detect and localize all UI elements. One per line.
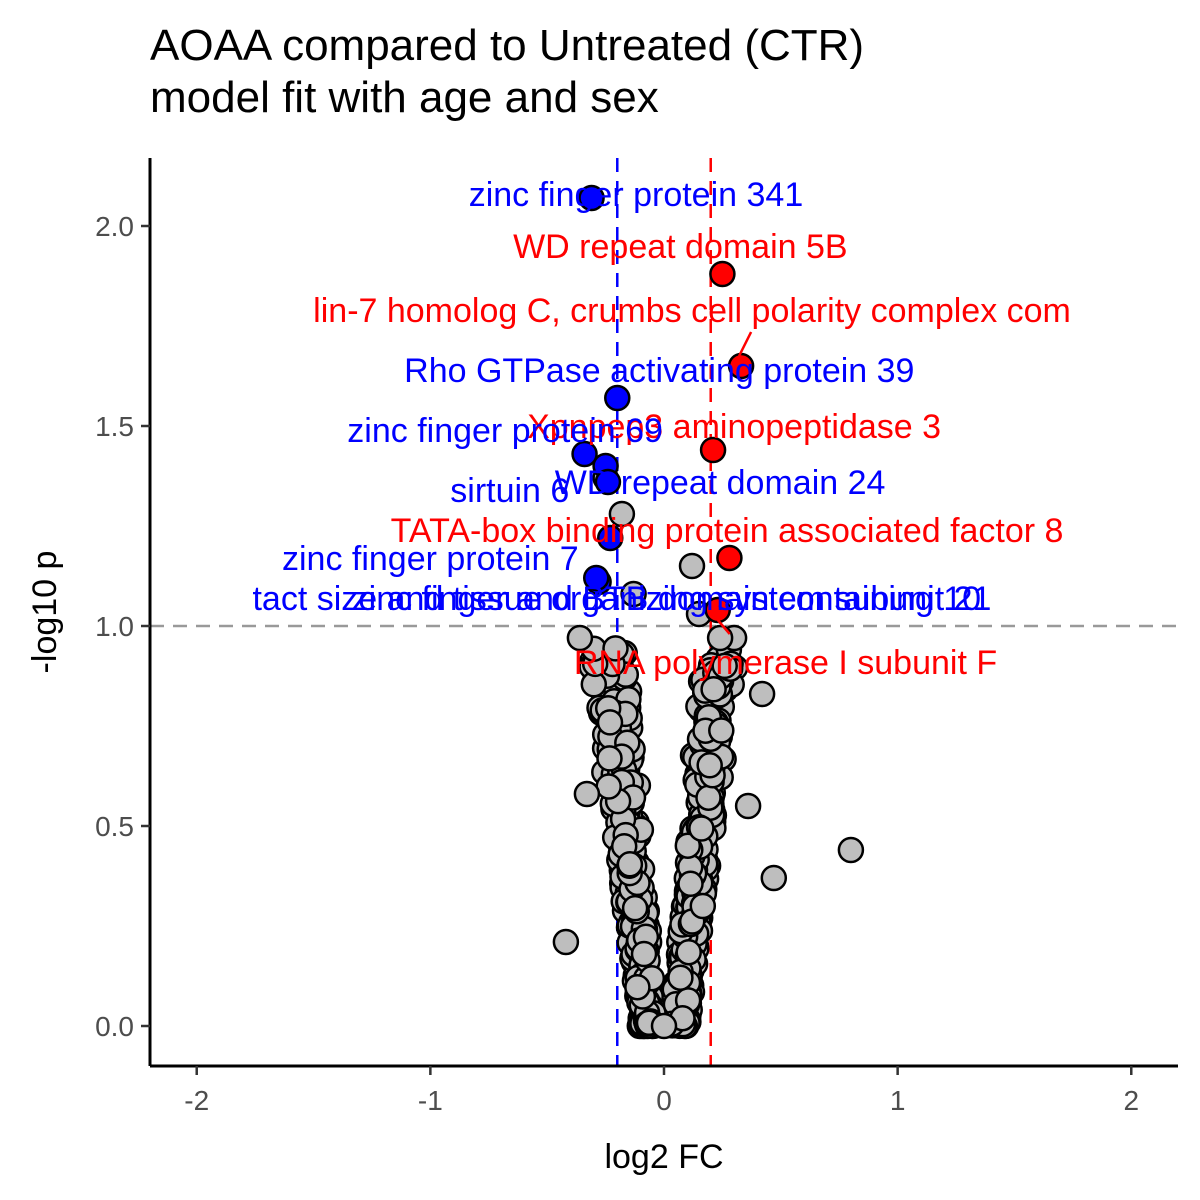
- data-point-ns: [630, 940, 658, 968]
- chart-title-block: AOAA compared to Untreated (CTR) model f…: [150, 20, 864, 124]
- gene-label: Xpnpep3 aminopeptidase 3: [527, 408, 941, 446]
- data-point-ns: [677, 870, 704, 898]
- x-tick-label: -2: [184, 1085, 209, 1116]
- data-point-down: [597, 524, 624, 552]
- chart-title: AOAA compared to Untreated (CTR): [150, 21, 865, 70]
- y-tick-label: 1.0: [95, 611, 134, 642]
- y-axis-title: -log10 p: [26, 551, 64, 674]
- axes: -2 -1 0 1 2 0.0 0.5 1.0 1.5 2.0: [95, 158, 1178, 1116]
- data-point-ns: [700, 676, 727, 703]
- x-tick-label: 1: [890, 1085, 906, 1116]
- gene-label: WD repeat domain 24: [555, 464, 886, 502]
- data-points: [552, 184, 865, 1040]
- x-tick-label: -1: [418, 1085, 443, 1116]
- gene-label: tact size and tissue organizing system s…: [252, 580, 991, 618]
- data-point-ns: [708, 717, 735, 744]
- data-point-ns: [596, 745, 623, 772]
- data-point-ns: [760, 864, 788, 892]
- data-point-down: [594, 468, 622, 496]
- data-point-ns: [675, 938, 702, 966]
- gene-label: TATA-box binding protein associated fact…: [391, 512, 1064, 550]
- data-point-up: [709, 260, 736, 288]
- data-point-ns: [688, 815, 715, 842]
- data-point-ns: [706, 624, 734, 652]
- label-connectors: [716, 331, 753, 635]
- data-point-ns: [711, 652, 738, 680]
- data-point-up: [704, 596, 731, 624]
- x-tick-label: 2: [1123, 1085, 1139, 1116]
- data-point-ns: [552, 928, 580, 956]
- data-point-ns: [689, 892, 717, 920]
- data-point-ns: [620, 580, 647, 608]
- data-point-up: [699, 436, 727, 464]
- data-point-ns: [608, 500, 636, 528]
- gene-label: zinc finger protein 7: [282, 540, 579, 578]
- data-point-ns: [616, 851, 644, 878]
- gene-labels: zinc finger protein 341 WD repeat domain …: [252, 176, 1070, 682]
- y-tick-label: 0.5: [95, 811, 134, 842]
- gene-label: WD repeat domain 5B: [513, 228, 848, 266]
- y-tick-label: 1.5: [95, 411, 134, 442]
- data-point-ns: [602, 635, 629, 662]
- data-point-ns: [748, 680, 776, 708]
- data-point-up: [716, 544, 743, 572]
- data-point-ns: [678, 552, 706, 580]
- label-connector: [716, 619, 731, 635]
- gene-label: zinc finger and BTB domain containing 10: [352, 580, 981, 618]
- gene-label: RNA polymerase I subunit F: [574, 644, 997, 682]
- data-point-ns: [674, 832, 702, 859]
- chart-subtitle: model fit with age and sex: [150, 73, 659, 122]
- y-tick-label: 2.0: [95, 211, 134, 242]
- data-point-down: [578, 184, 605, 212]
- data-point-ns: [566, 624, 594, 652]
- data-point-ns: [695, 784, 722, 811]
- data-point-ns: [596, 709, 624, 736]
- data-point-down: [582, 564, 610, 592]
- data-point-ns: [624, 973, 651, 1001]
- reference-lines: [150, 158, 1178, 1066]
- y-tick-label: 0.0: [95, 1011, 134, 1042]
- data-point-ns: [650, 1012, 678, 1040]
- gene-label: zinc finger protein 341: [469, 176, 804, 214]
- data-point-ns: [621, 894, 649, 922]
- data-point-ns: [667, 964, 694, 991]
- data-point-ns: [573, 780, 601, 808]
- data-point-ns: [734, 792, 762, 820]
- gene-label: sirtuin 6: [450, 472, 569, 510]
- data-point-down: [571, 440, 598, 468]
- data-point-down: [604, 384, 631, 412]
- x-axis-title: log2 FC: [604, 1138, 723, 1176]
- data-point-ns: [696, 752, 723, 779]
- gene-label: lin-7 homolog C, crumbs cell polarity co…: [313, 292, 1071, 330]
- data-point-ns: [837, 836, 865, 864]
- x-tick-label: 0: [656, 1085, 672, 1116]
- gene-label: Rho GTPase activating protein 39: [404, 352, 914, 390]
- gene-label: zinc finger protein 69: [347, 412, 663, 450]
- data-point-ns: [595, 773, 622, 800]
- label-connector: [737, 331, 753, 357]
